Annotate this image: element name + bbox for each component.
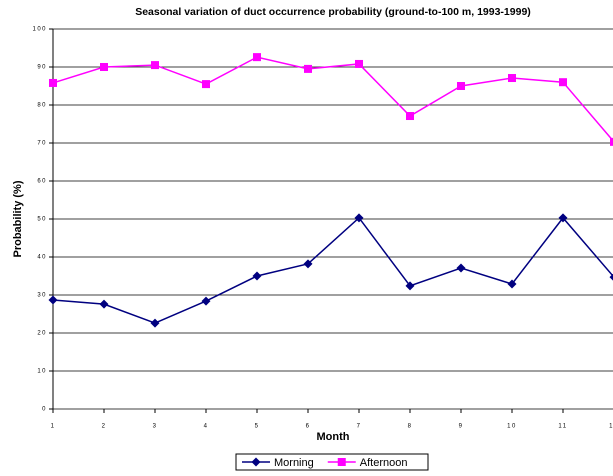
data-point xyxy=(253,53,261,62)
x-tick-label: 7 xyxy=(357,424,362,430)
x-tick-label: 5 xyxy=(255,424,260,430)
y-tick-label: 0 xyxy=(42,407,47,413)
x-tick-label: 1 xyxy=(51,424,56,430)
data-point xyxy=(354,213,364,223)
data-point xyxy=(559,78,567,87)
data-point xyxy=(405,281,415,291)
data-point xyxy=(303,259,313,269)
x-tick-label: 11 xyxy=(558,424,567,430)
x-tick-label: 10 xyxy=(507,424,517,430)
series-line xyxy=(52,216,613,324)
y-tick-label: 70 xyxy=(37,141,47,147)
data-point xyxy=(100,63,108,71)
data-point xyxy=(609,273,613,281)
data-point xyxy=(201,296,211,306)
legend-marker xyxy=(337,458,346,466)
chart-title: Seasonal variation of duct occurrence pr… xyxy=(135,6,531,18)
y-tick-label: 10 xyxy=(37,369,47,375)
legend-marker xyxy=(251,457,261,467)
y-axis-label: Probability (%) xyxy=(12,180,24,257)
data-point xyxy=(49,78,57,87)
x-tick-label: 8 xyxy=(408,424,413,430)
data-point xyxy=(508,74,516,83)
y-tick-label: 90 xyxy=(37,65,47,71)
x-tick-label: 6 xyxy=(306,424,311,430)
data-point xyxy=(48,295,58,305)
x-tick-label: 3 xyxy=(153,424,158,430)
y-tick-label: 40 xyxy=(37,255,47,261)
x-axis-label: Month xyxy=(317,431,350,443)
data-point xyxy=(507,279,517,289)
data-point xyxy=(558,213,568,223)
y-tick-label: 50 xyxy=(37,217,47,223)
x-tick-label: 9 xyxy=(459,424,464,430)
y-tick-label: 80 xyxy=(37,103,47,109)
x-tick-label: 12 xyxy=(609,424,613,430)
y-tick-label: 30 xyxy=(37,293,47,299)
data-point xyxy=(456,263,466,273)
data-point xyxy=(202,80,210,89)
data-point xyxy=(304,64,312,73)
data-point xyxy=(355,59,363,68)
y-tick-label: 20 xyxy=(37,331,47,337)
series-line xyxy=(52,56,613,142)
legend-label: Afternoon xyxy=(360,457,408,469)
x-tick-label: 2 xyxy=(102,424,107,430)
x-tick-label: 4 xyxy=(204,424,209,430)
legend-label: Morning xyxy=(274,457,314,469)
y-tick-label: 60 xyxy=(37,179,47,185)
data-point xyxy=(610,137,613,146)
y-tick-label: 100 xyxy=(32,27,47,33)
data-point xyxy=(252,271,262,281)
data-point xyxy=(151,61,159,70)
data-point xyxy=(99,299,109,309)
data-point xyxy=(457,82,465,90)
data-point xyxy=(150,318,160,328)
data-point xyxy=(406,112,414,121)
